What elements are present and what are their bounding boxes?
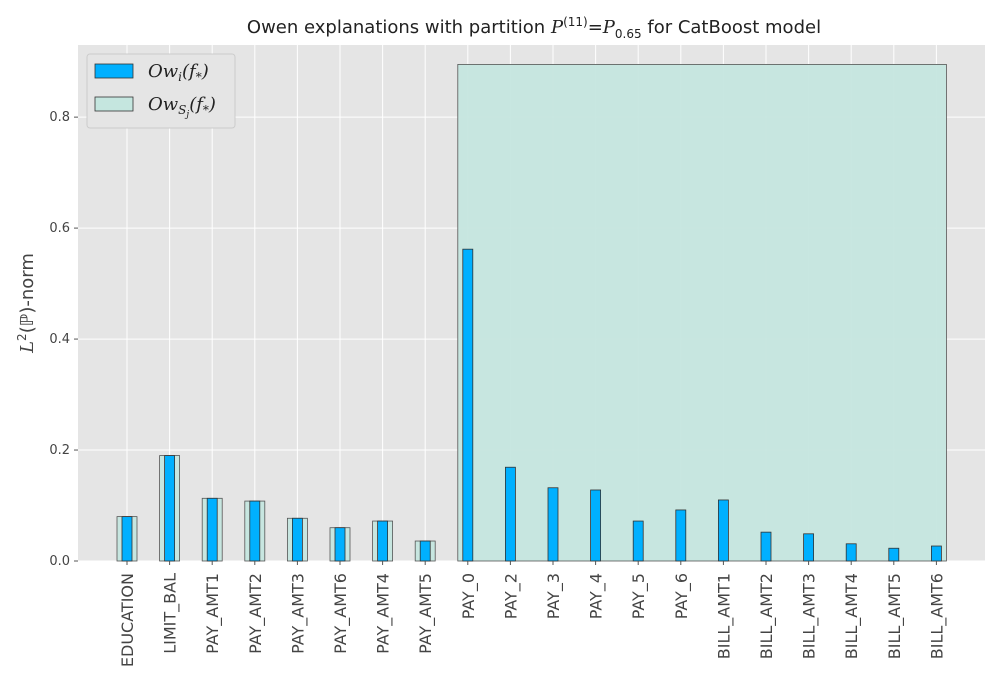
feature-bar	[206, 497, 218, 562]
feature-bar	[931, 545, 942, 562]
x-tick-label: PAY_AMT3	[288, 573, 308, 654]
legend-swatch-feature	[94, 63, 134, 79]
x-tick-label: PAY_AMT2	[246, 573, 266, 654]
x-tick-label: PAY_3	[544, 573, 564, 619]
x-tick-label: PAY_AMT6	[331, 573, 351, 654]
y-tick-label: 0.2	[49, 443, 70, 458]
x-tick-label: PAY_AMT5	[416, 573, 436, 654]
feature-bar	[377, 520, 389, 562]
group-bar	[457, 64, 947, 562]
legend-label-feature: Owi(f*)	[148, 61, 209, 84]
x-tick-label: PAY_AMT4	[374, 573, 394, 654]
feature-bar	[419, 540, 431, 562]
x-tick-label: BILL_AMT3	[800, 573, 820, 659]
feature-bar	[803, 533, 814, 562]
y-tick-label: 0.0	[49, 554, 70, 569]
feature-bar	[718, 499, 729, 562]
feature-bar	[504, 466, 516, 562]
y-ticks: 0.0 0.2 0.4 0.6 0.8	[49, 110, 78, 569]
x-tick-label: PAY_2	[501, 573, 521, 619]
y-tick-label: 0.4	[49, 332, 70, 347]
x-tick-label: PAY_0	[459, 573, 479, 619]
x-tick-label: EDUCATION	[118, 573, 137, 667]
x-tick-label: PAY_4	[587, 573, 607, 619]
chart-title: Owen explanations with partition P(11)=P…	[247, 15, 821, 41]
x-tick-label: BILL_AMT6	[927, 573, 947, 659]
x-tick-label: LIMIT_BAL	[161, 573, 181, 654]
feature-bar	[547, 487, 559, 562]
feature-bar	[334, 527, 346, 562]
feature-bar	[164, 455, 176, 562]
x-tick-label: BILL_AMT2	[757, 573, 777, 659]
feature-bar	[888, 547, 900, 562]
x-tick-label: PAY_AMT1	[203, 573, 223, 654]
feature-bar	[760, 531, 772, 562]
x-ticks: EDUCATION LIMIT_BAL PAY_AMT1 PAY_AMT2 PAY_AM…	[118, 561, 947, 667]
y-tick-label: 0.8	[49, 110, 70, 125]
legend-label-group: OwSj(f*)	[148, 94, 216, 120]
feature-bar	[632, 520, 644, 562]
feature-bar	[291, 517, 303, 562]
feature-bar	[249, 500, 261, 562]
y-axis-label: L2(ℙ)-norm	[15, 253, 38, 354]
x-tick-label: BILL_AMT1	[714, 573, 734, 659]
x-tick-label: PAY_6	[672, 573, 692, 619]
x-tick-label: PAY_5	[629, 573, 649, 619]
legend-swatch-group	[94, 96, 134, 112]
x-tick-label: BILL_AMT5	[885, 573, 905, 659]
feature-bar	[675, 509, 687, 562]
feature-bar	[590, 489, 601, 562]
feature-bar	[845, 543, 857, 562]
x-tick-label: BILL_AMT4	[842, 573, 862, 659]
legend: Owi(f*) OwSj(f*)	[86, 53, 236, 129]
y-tick-label: 0.6	[49, 221, 70, 236]
feature-bar	[121, 516, 133, 562]
feature-bar	[462, 248, 474, 562]
